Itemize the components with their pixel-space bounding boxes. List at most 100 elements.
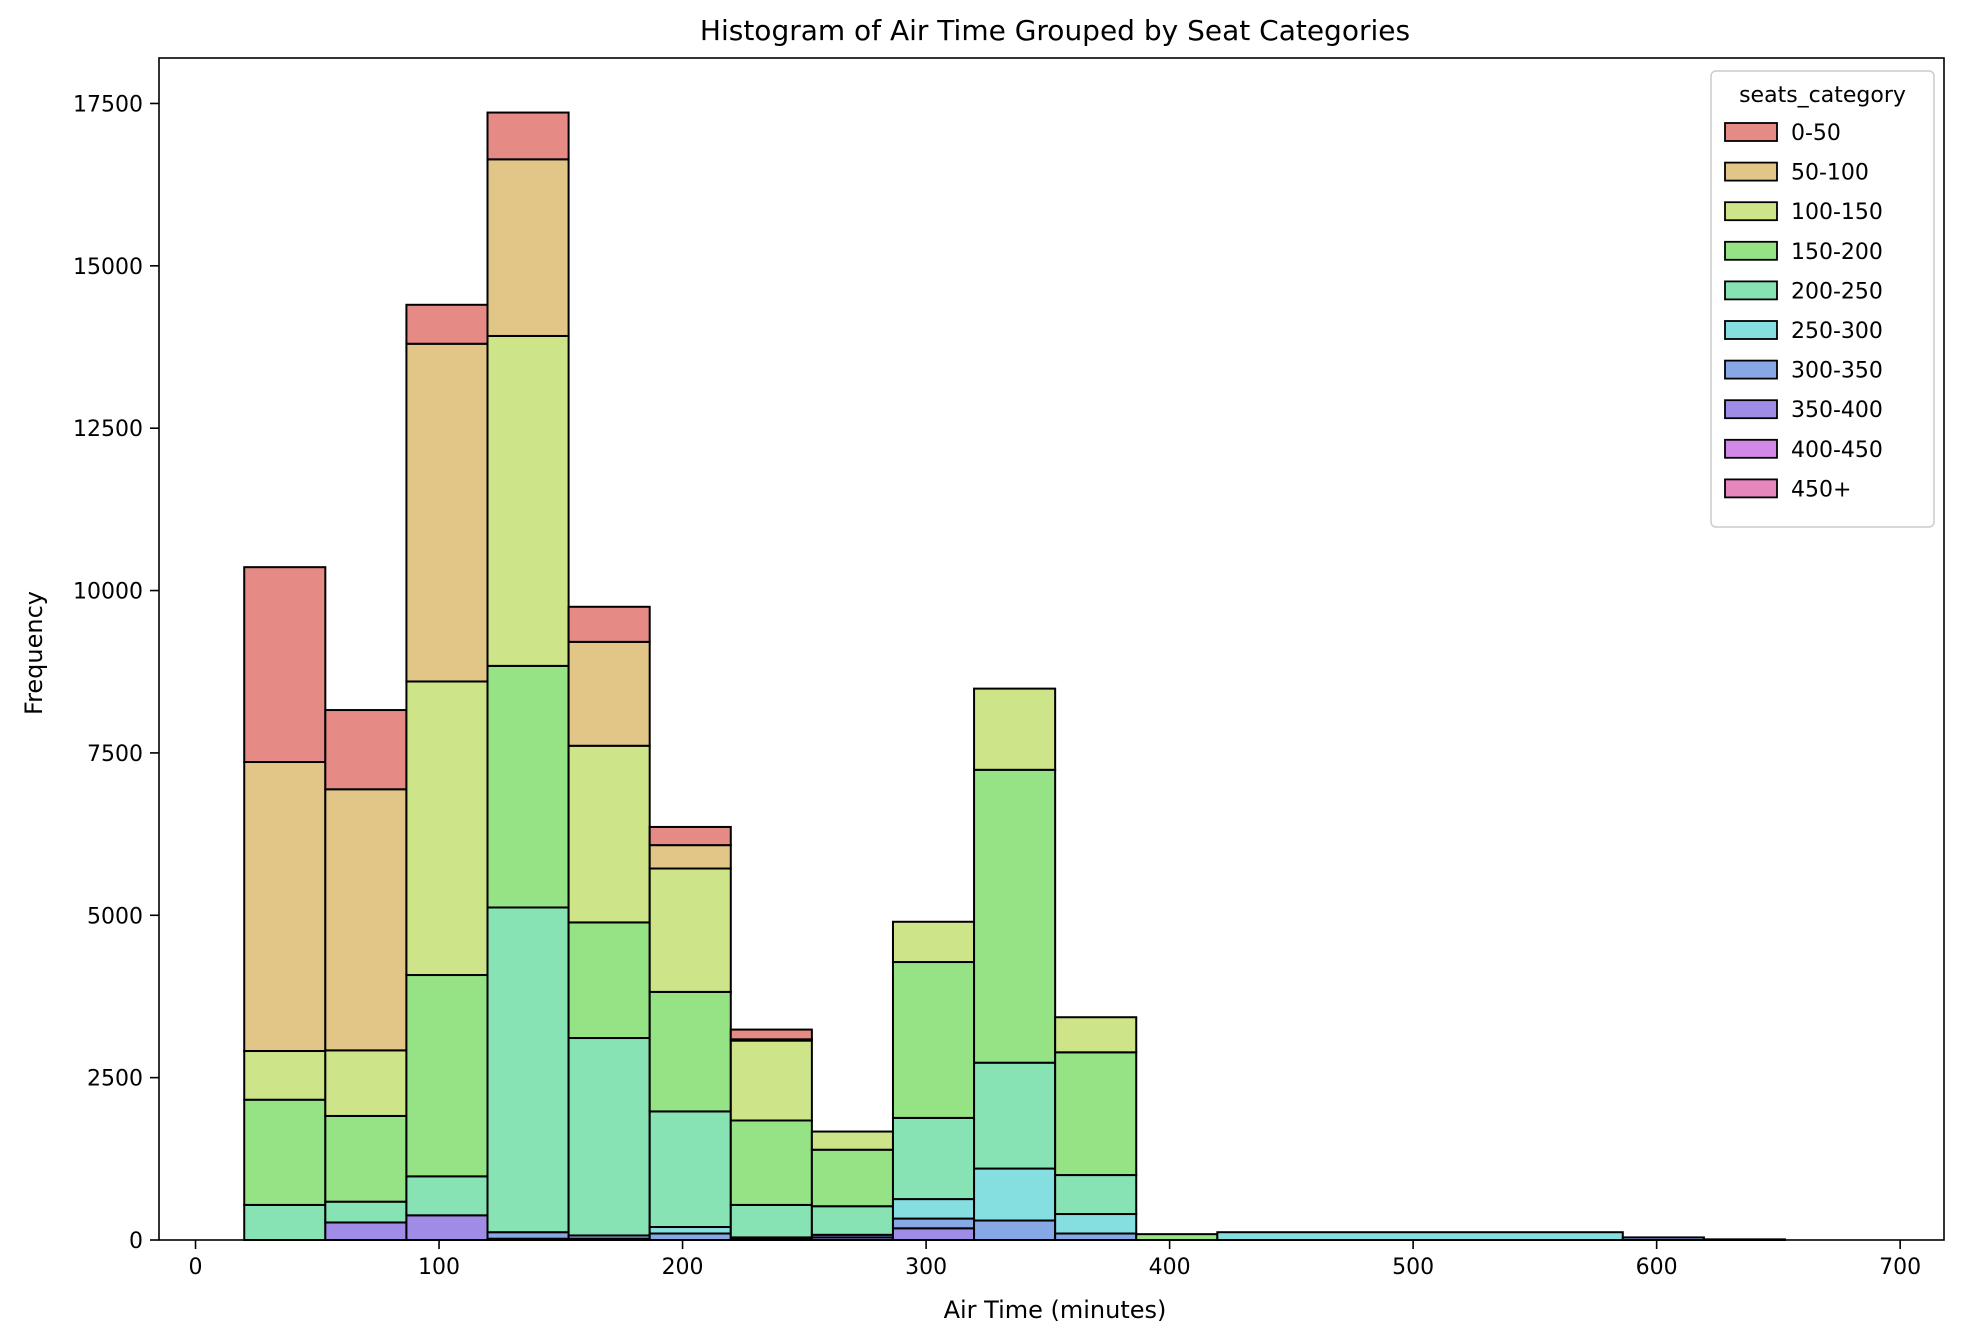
bar-150-200-bin-5 bbox=[648, 990, 732, 1113]
legend-swatch-50-100 bbox=[1724, 161, 1778, 182]
legend-label-250-300: 250-300 bbox=[1791, 319, 1883, 344]
x-tick-label: 100 bbox=[418, 1255, 460, 1280]
y-tick-label: 7500 bbox=[87, 742, 143, 767]
y-tick-label: 12500 bbox=[73, 417, 143, 442]
bar-150-200-bin-11 bbox=[1135, 1233, 1219, 1241]
bar-200-250-bin-2 bbox=[405, 1175, 489, 1217]
bar-250-300-bin-12 bbox=[1216, 1231, 1624, 1241]
bar-100-150-bin-7 bbox=[810, 1130, 894, 1151]
bar-100-150-bin-9 bbox=[973, 687, 1057, 771]
bar-50-100-bin-0 bbox=[243, 761, 327, 1053]
legend-swatch-250-300 bbox=[1724, 320, 1778, 340]
bar-350-400-bin-2 bbox=[405, 1214, 489, 1242]
bar-350-400-bin-1 bbox=[324, 1221, 408, 1242]
legend: seats_category 0-50 50-100 100-150 150-200 20… bbox=[1710, 70, 1935, 528]
bar-100-150-bin-2 bbox=[405, 680, 489, 977]
bar-150-200-bin-8 bbox=[891, 961, 976, 1119]
bar-200-250-bin-6 bbox=[729, 1203, 813, 1239]
legend-swatch-350-400 bbox=[1724, 399, 1778, 420]
legend-label-150-200: 150-200 bbox=[1791, 240, 1883, 265]
bar-50-100-bin-2 bbox=[405, 342, 489, 683]
bar-150-200-bin-4 bbox=[567, 921, 651, 1040]
legend-swatch-400-450 bbox=[1724, 438, 1778, 459]
y-axis-label: Frequency bbox=[20, 591, 48, 715]
legend-label-350-400: 350-400 bbox=[1791, 398, 1883, 423]
y-tick-label: 2500 bbox=[87, 1067, 143, 1092]
bar-150-200-bin-10 bbox=[1054, 1051, 1138, 1177]
x-tick-label: 500 bbox=[1392, 1255, 1434, 1280]
bar-200-250-bin-8 bbox=[891, 1116, 976, 1201]
bar-100-150-bin-4 bbox=[567, 744, 651, 924]
bar-50-100-bin-5 bbox=[648, 844, 732, 870]
bar-0-50-bin-6 bbox=[729, 1028, 813, 1041]
bar-150-200-bin-1 bbox=[324, 1114, 408, 1203]
bar-250-300-bin-10 bbox=[1054, 1213, 1138, 1235]
bar-0-50-bin-3 bbox=[486, 111, 570, 161]
x-tick-label: 700 bbox=[1879, 1255, 1921, 1280]
legend-label-400-450: 400-450 bbox=[1791, 438, 1883, 463]
x-tick-label: 300 bbox=[905, 1255, 947, 1280]
legend-label-50-100: 50-100 bbox=[1791, 161, 1869, 186]
bar-300-350-bin-9 bbox=[973, 1219, 1057, 1241]
bar-150-200-bin-3 bbox=[486, 664, 570, 909]
bar-200-250-bin-0 bbox=[243, 1203, 327, 1242]
legend-label-450+: 450+ bbox=[1791, 477, 1851, 502]
legend-swatch-450+ bbox=[1724, 478, 1778, 499]
bar-200-250-bin-1 bbox=[324, 1200, 408, 1224]
bar-100-150-bin-1 bbox=[324, 1049, 408, 1117]
bar-200-250-bin-10 bbox=[1054, 1174, 1138, 1216]
legend-label-100-150: 100-150 bbox=[1791, 200, 1883, 225]
bar-150-200-bin-0 bbox=[243, 1098, 327, 1206]
bar-100-150-bin-10 bbox=[1054, 1016, 1138, 1054]
bar-0-50-bin-4 bbox=[567, 605, 651, 643]
legend-swatch-100-150 bbox=[1724, 201, 1778, 222]
bar-150-200-bin-9 bbox=[973, 768, 1057, 1064]
bar-200-250-bin-9 bbox=[973, 1061, 1057, 1170]
y-tick-label: 10000 bbox=[73, 580, 143, 605]
bar-100-150-bin-0 bbox=[243, 1050, 327, 1101]
x-tick-label: 400 bbox=[1149, 1255, 1191, 1280]
legend-label-200-250: 200-250 bbox=[1791, 279, 1883, 304]
bar-200-250-bin-4 bbox=[567, 1037, 651, 1237]
bar-150-200-bin-7 bbox=[810, 1148, 894, 1208]
bar-200-250-bin-3 bbox=[486, 906, 570, 1234]
bar-200-250-bin-5 bbox=[648, 1110, 732, 1229]
bar-100-150-bin-3 bbox=[486, 334, 570, 667]
x-axis-label: Air Time (minutes) bbox=[944, 1296, 1167, 1324]
bar-100-150-bin-5 bbox=[648, 867, 732, 993]
bar-150-200-bin-2 bbox=[405, 974, 489, 1178]
axes-layer: 0 100 200 300 400 500 600 700 0 2500 5000 7500 10000… bbox=[73, 57, 1945, 1280]
bar-150-200-bin-6 bbox=[729, 1119, 813, 1206]
chart-title: Histogram of Air Time Grouped by Seat Ca… bbox=[700, 14, 1410, 47]
bar-0-50-bin-5 bbox=[648, 825, 732, 847]
legend-swatch-0-50 bbox=[1724, 122, 1778, 142]
legend-swatch-200-250 bbox=[1724, 280, 1778, 301]
legend-swatch-150-200 bbox=[1724, 240, 1778, 261]
bar-300-350-bin-8 bbox=[891, 1217, 976, 1230]
bar-100-150-bin-8 bbox=[891, 920, 976, 964]
bar-0-50-bin-1 bbox=[324, 709, 408, 791]
legend-swatch-300-350 bbox=[1724, 359, 1778, 380]
bar-50-100-bin-1 bbox=[324, 788, 408, 1052]
bar-250-300-bin-8 bbox=[891, 1198, 976, 1220]
y-tick-label: 15000 bbox=[73, 255, 143, 280]
bars-layer bbox=[243, 111, 1786, 1242]
y-tick-label: 0 bbox=[129, 1229, 143, 1254]
bar-50-100-bin-3 bbox=[486, 158, 570, 337]
bar-100-150-bin-6 bbox=[729, 1039, 813, 1122]
plot-frame bbox=[158, 57, 1945, 1241]
legend-title: seats_category bbox=[1739, 83, 1906, 108]
y-tick-label: 17500 bbox=[73, 92, 143, 117]
bar-0-50-bin-0 bbox=[243, 566, 327, 764]
bar-0-50-bin-2 bbox=[405, 303, 489, 345]
x-tick-label: 600 bbox=[1636, 1255, 1678, 1280]
x-tick-label: 0 bbox=[189, 1255, 203, 1280]
legend-label-0-50: 0-50 bbox=[1791, 121, 1841, 146]
bar-250-300-bin-9 bbox=[973, 1167, 1057, 1222]
bar-50-100-bin-4 bbox=[567, 640, 651, 747]
legend-label-300-350: 300-350 bbox=[1791, 359, 1883, 384]
y-tick-label: 5000 bbox=[87, 904, 143, 929]
bar-200-250-bin-7 bbox=[810, 1205, 894, 1236]
x-tick-label: 200 bbox=[662, 1255, 704, 1280]
